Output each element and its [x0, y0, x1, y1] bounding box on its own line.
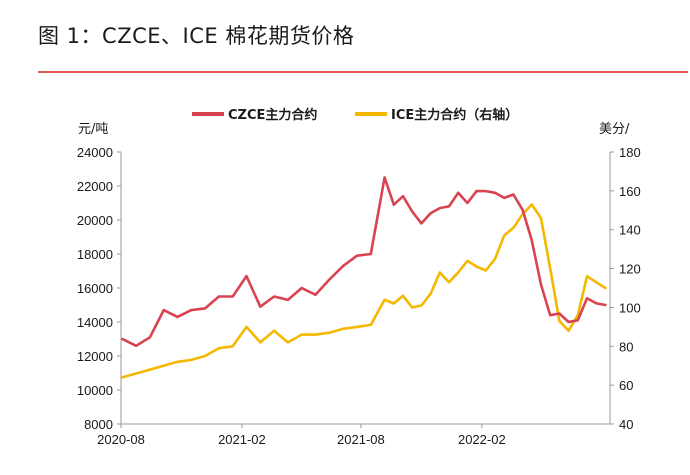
left-tick-label: 16000: [77, 281, 113, 296]
plot-area: [121, 176, 607, 379]
left-tick-label: 10000: [77, 383, 113, 398]
right-tick-label: 60: [619, 378, 633, 393]
title-rule: [38, 71, 688, 73]
right-tick-label: 120: [619, 262, 641, 277]
left-tick-label: 12000: [77, 349, 113, 364]
left-tick-label: 14000: [77, 315, 113, 330]
x-tick-label: 2021-02: [218, 432, 266, 447]
left-tick-label: 20000: [77, 213, 113, 228]
chart-legend: CZCE主力合约 ICE主力合约（右轴）: [192, 107, 518, 123]
right-tick-label: 160: [619, 184, 641, 199]
x-tick-label: 2021-08: [337, 432, 385, 447]
left-tick-label: 18000: [77, 247, 113, 262]
right-axis-unit: 美分/: [599, 122, 630, 137]
right-tick-label: 180: [619, 145, 641, 160]
right-tick-label: 140: [619, 223, 641, 238]
left-axis-unit: 元/吨: [78, 122, 108, 137]
right-tick-label: 100: [619, 300, 641, 315]
right-tick-label: 40: [619, 417, 633, 432]
left-tick-label: 8000: [84, 417, 113, 432]
right-tick-label: 80: [619, 339, 633, 354]
figure-title: 图 1：CZCE、ICE 棉花期货价格: [38, 24, 355, 48]
x-tick-label: 2022-02: [458, 432, 506, 447]
series-line-ice: [121, 203, 607, 379]
legend-label-czce: CZCE主力合约: [228, 107, 317, 123]
x-tick-label: 2020-08: [97, 432, 145, 447]
series-line-czce: [121, 176, 607, 348]
legend-label-ice: ICE主力合约（右轴）: [391, 107, 518, 123]
axes: 8000 10000 12000 14000 16000 18000 20000 22000 2…: [77, 145, 641, 447]
left-tick-label: 24000: [77, 145, 113, 160]
left-tick-label: 22000: [77, 179, 113, 194]
